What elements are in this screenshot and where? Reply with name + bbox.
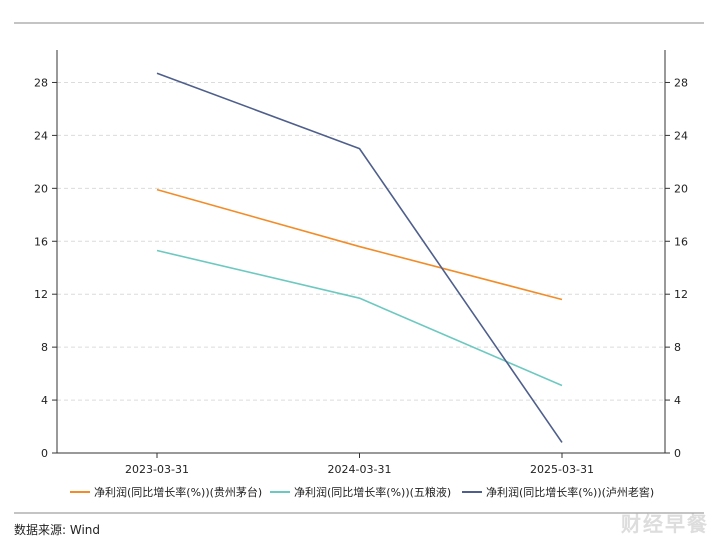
watermark: 财经早餐 [621, 512, 709, 536]
y-tick-label-right: 0 [674, 447, 681, 460]
y-tick-label-right: 24 [674, 129, 688, 142]
y-tick-label-left: 16 [34, 235, 48, 248]
series-line-2 [156, 72, 563, 443]
series-line-0 [156, 188, 563, 301]
y-tick-label-left: 4 [41, 394, 48, 407]
y-tick-label-left: 12 [34, 288, 48, 301]
y-tick-label-left: 28 [34, 76, 48, 89]
legend-label-1: 净利润(同比增长率(%))(五粮液) [294, 485, 451, 499]
legend: 净利润(同比增长率(%))(贵州茅台) 净利润(同比增长率(%))(五粮液) 净利润… [70, 485, 654, 499]
grid [57, 81, 665, 401]
y-tick-label-left: 24 [34, 129, 48, 142]
data-source-note: 数据来源: Wind [14, 523, 101, 537]
x-tick-label: 2024-03-31 [328, 463, 392, 476]
y-tick-label-right: 16 [674, 235, 688, 248]
series-lines [156, 72, 563, 443]
y-tick-label-right: 28 [674, 76, 688, 89]
y-tick-label-left: 8 [41, 341, 48, 354]
x-tick-label: 2025-03-31 [530, 463, 594, 476]
legend-label-0: 净利润(同比增长率(%))(贵州茅台) [94, 485, 262, 499]
y-tick-label-right: 8 [674, 341, 681, 354]
y-tick-label-right: 12 [674, 288, 688, 301]
y-tick-label-right: 4 [674, 394, 681, 407]
y-tick-label-right: 20 [674, 182, 688, 195]
axes: 0 0 4 4 8 8 12 12 16 16 20 20 24 24 28 28 2023-03-31 2024… [34, 50, 688, 476]
y-tick-label-left: 0 [41, 447, 48, 460]
legend-label-2: 净利润(同比增长率(%))(泸州老窖) [486, 485, 654, 499]
series-line-1 [156, 249, 563, 387]
x-tick-label: 2023-03-31 [125, 463, 189, 476]
y-tick-label-left: 20 [34, 182, 48, 195]
